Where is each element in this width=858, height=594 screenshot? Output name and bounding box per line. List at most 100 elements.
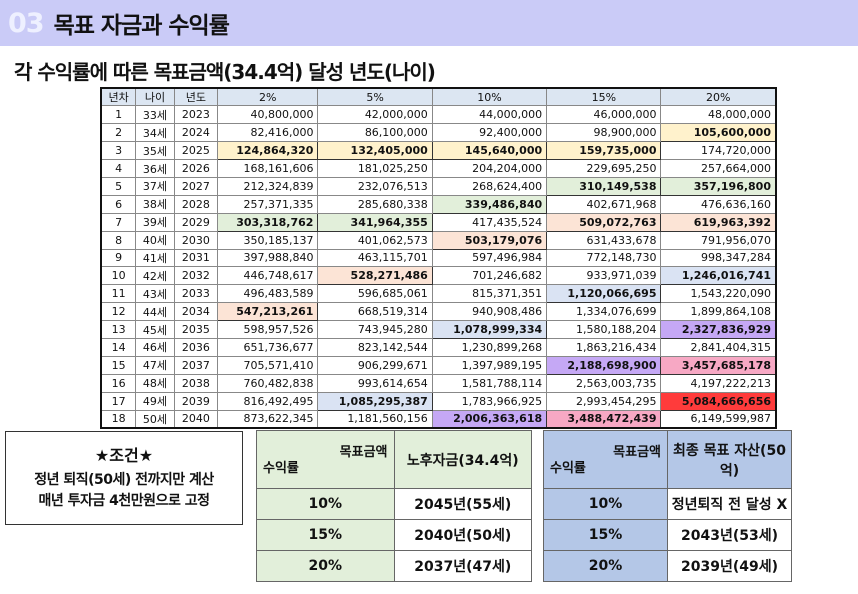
summary-header-row: 목표금액 수익률 노후자금(34.4억)	[256, 430, 532, 489]
age-cell: 39세	[135, 212, 175, 232]
highlighted-amount-cell: 528,271,486	[317, 266, 433, 286]
section-title: 목표 자금과 수익률	[53, 13, 230, 39]
highlighted-amount-cell: 145,640,000	[431, 141, 548, 161]
summary-row: 15% 2043년(53세)	[543, 519, 792, 551]
amount-cell: 92,400,000	[431, 123, 548, 143]
amount-cell: 668,519,314	[317, 302, 433, 322]
column-header: 10%	[431, 87, 548, 107]
age-cell: 47세	[135, 355, 175, 375]
year-index-cell: 17	[100, 391, 137, 411]
highlighted-amount-cell: 357,196,800	[660, 176, 777, 196]
amount-cell: 1,899,864,108	[660, 302, 777, 322]
amount-cell: 232,076,513	[317, 176, 433, 196]
retirement-fund-summary-table: 목표금액 수익률 노후자금(34.4억) 10% 2045년(55세) 15% 2040년(…	[256, 430, 532, 582]
age-cell: 37세	[135, 176, 175, 196]
year-cell: 2038	[173, 373, 218, 393]
highlighted-amount-cell: 303,318,762	[216, 212, 319, 232]
target-amount-table: 년차 나이 년도 2% 5% 10% 15% 20% 1 33세 2023 40,800,000 42…	[100, 87, 777, 429]
table-row: 15 47세 2037 705,571,410 906,299,671 1,397,989…	[100, 355, 777, 375]
amount-cell: 933,971,039	[546, 266, 662, 286]
year-cell: 2029	[173, 212, 218, 232]
highlighted-amount-cell: 3,488,472,439	[546, 409, 662, 429]
year-index-cell: 16	[100, 373, 137, 393]
year-index-cell: 11	[100, 284, 137, 304]
year-cell: 2023	[173, 105, 218, 125]
result-cell: 2039년(49세)	[667, 550, 792, 582]
age-cell: 41세	[135, 248, 175, 268]
table-row: 16 48세 2038 760,482,838 993,614,654 1,581,788…	[100, 373, 777, 393]
highlighted-amount-cell: 1,246,016,741	[660, 266, 777, 286]
highlighted-amount-cell: 5,084,666,656	[660, 391, 777, 411]
column-header: 년도	[173, 87, 218, 107]
table-row: 11 43세 2033 496,483,589 596,685,061 815,371,3…	[100, 284, 777, 304]
rate-cell: 10%	[256, 488, 395, 520]
corner-label-rate: 수익률	[263, 461, 299, 476]
age-cell: 33세	[135, 105, 175, 125]
summary-row: 20% 2037년(47세)	[256, 550, 532, 582]
highlighted-amount-cell: 503,179,076	[431, 230, 548, 250]
age-cell: 46세	[135, 337, 175, 357]
amount-cell: 48,000,000	[660, 105, 777, 125]
age-cell: 35세	[135, 141, 175, 161]
table-row: 13 45세 2035 598,957,526 743,945,280 1,078,999…	[100, 320, 777, 339]
amount-cell: 998,347,284	[660, 248, 777, 268]
age-cell: 50세	[135, 409, 175, 429]
highlighted-amount-cell: 547,213,261	[216, 302, 319, 322]
highlighted-amount-cell: 2,327,836,929	[660, 320, 777, 339]
amount-cell: 229,695,250	[546, 159, 662, 178]
year-index-cell: 10	[100, 266, 137, 286]
year-cell: 2032	[173, 266, 218, 286]
table-row: 3 35세 2025 124,864,320 132,405,000 145,640,00…	[100, 141, 777, 161]
amount-cell: 181,025,250	[317, 159, 433, 178]
amount-cell: 1,397,989,195	[431, 355, 548, 375]
table-row: 10 42세 2032 446,748,617 528,271,486 701,246,6…	[100, 266, 777, 286]
amount-cell: 701,246,682	[431, 266, 548, 286]
highlighted-amount-cell: 341,964,355	[317, 212, 433, 232]
age-cell: 45세	[135, 320, 175, 339]
amount-cell: 417,435,524	[431, 212, 548, 232]
year-index-cell: 4	[100, 159, 137, 178]
year-cell: 2033	[173, 284, 218, 304]
condition-title: ★조건★	[94, 446, 154, 465]
rate-cell: 15%	[543, 519, 668, 551]
age-cell: 38세	[135, 194, 175, 214]
year-index-cell: 18	[100, 409, 137, 429]
column-header: 2%	[216, 87, 319, 107]
year-cell: 2035	[173, 320, 218, 339]
amount-cell: 2,563,003,735	[546, 373, 662, 393]
year-index-cell: 14	[100, 337, 137, 357]
highlighted-amount-cell: 1,078,999,334	[431, 320, 548, 339]
corner-label-target: 목표금액	[613, 445, 661, 460]
amount-cell: 446,748,617	[216, 266, 319, 286]
summary-row: 15% 2040년(50세)	[256, 519, 532, 551]
highlighted-amount-cell: 509,072,763	[546, 212, 662, 232]
amount-cell: 598,957,526	[216, 320, 319, 339]
year-cell: 2026	[173, 159, 218, 178]
result-cell: 2045년(55세)	[393, 488, 532, 520]
result-cell: 정년퇴직 전 달성 X	[667, 488, 792, 520]
table-header-row: 년차 나이 년도 2% 5% 10% 15% 20%	[100, 87, 777, 107]
table-row: 12 44세 2034 547,213,261 668,519,314 940,908,4…	[100, 302, 777, 322]
amount-cell: 46,000,000	[546, 105, 662, 125]
table-row: 18 50세 2040 873,622,345 1,181,560,156 2,006,3…	[100, 409, 777, 429]
amount-cell: 1,581,788,114	[431, 373, 548, 393]
year-index-cell: 8	[100, 230, 137, 250]
year-index-cell: 13	[100, 320, 137, 339]
year-cell: 2031	[173, 248, 218, 268]
table-row: 4 36세 2026 168,161,606 181,025,250 204,204,00…	[100, 159, 777, 178]
year-index-cell: 5	[100, 176, 137, 196]
age-cell: 40세	[135, 230, 175, 250]
table-row: 2 34세 2024 82,416,000 86,100,000 92,400,000 98…	[100, 123, 777, 143]
corner-header-cell: 목표금액 수익률	[256, 430, 395, 489]
amount-cell: 791,956,070	[660, 230, 777, 250]
amount-cell: 285,680,338	[317, 194, 433, 214]
amount-cell: 402,671,968	[546, 194, 662, 214]
age-cell: 48세	[135, 373, 175, 393]
age-cell: 36세	[135, 159, 175, 178]
age-cell: 49세	[135, 391, 175, 411]
result-cell: 2040년(50세)	[393, 519, 532, 551]
highlighted-amount-cell: 1,085,295,387	[317, 391, 433, 411]
highlighted-amount-cell: 339,486,840	[431, 194, 548, 214]
rate-cell: 20%	[543, 550, 668, 582]
amount-cell: 1,334,076,699	[546, 302, 662, 322]
